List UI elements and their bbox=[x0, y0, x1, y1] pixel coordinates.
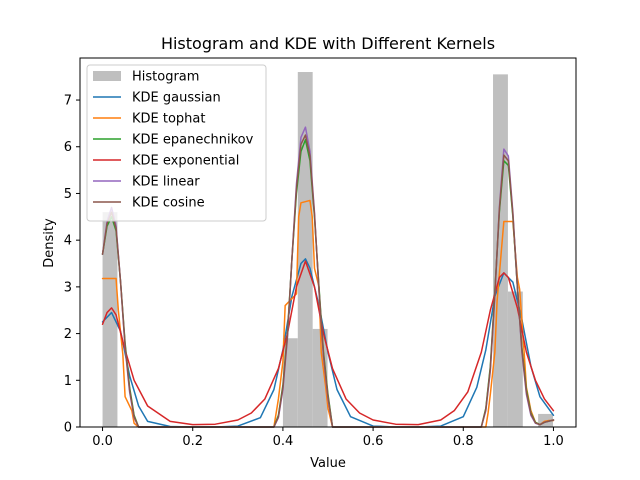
x-tick-label: 1.0 bbox=[543, 434, 564, 449]
x-tick-label: 0.0 bbox=[92, 434, 113, 449]
y-tick-label: 6 bbox=[64, 140, 72, 155]
chart-title: Histogram and KDE with Different Kernels bbox=[161, 34, 495, 53]
legend-label-linear: KDE linear bbox=[132, 175, 200, 190]
legend: Histogram KDE gaussian KDE tophat KDE epane… bbox=[86, 64, 267, 222]
histogram-bar-4 bbox=[493, 74, 508, 427]
legend-label-tophat: KDE tophat bbox=[132, 112, 206, 127]
legend-box bbox=[86, 64, 267, 222]
legend-label-cosine: KDE cosine bbox=[132, 196, 205, 211]
y-tick-label: 5 bbox=[64, 187, 72, 202]
histogram-bar-0 bbox=[102, 212, 118, 427]
x-tick-label: 0.4 bbox=[273, 434, 294, 449]
x-tick-label: 0.2 bbox=[182, 434, 203, 449]
y-tick-label: 7 bbox=[64, 94, 72, 109]
legend-swatch-histogram bbox=[93, 71, 121, 81]
y-tick-label: 2 bbox=[64, 327, 72, 342]
histogram-bar-2 bbox=[297, 72, 313, 427]
legend-label-exponential: KDE exponential bbox=[132, 154, 239, 169]
plot-area bbox=[101, 72, 555, 428]
legend-label-gaussian: KDE gaussian bbox=[132, 91, 221, 106]
legend-label-histogram: Histogram bbox=[132, 70, 199, 85]
kde-line-cosine bbox=[101, 134, 555, 428]
y-tick-label: 0 bbox=[64, 421, 72, 436]
legend-label-epanechnikov: KDE epanechnikov bbox=[132, 133, 254, 148]
x-axis: 0.0 0.2 0.4 0.6 0.8 1.0 bbox=[92, 427, 564, 449]
y-axis-label: Density bbox=[42, 218, 57, 268]
y-tick-label: 4 bbox=[64, 234, 72, 249]
y-axis: 0 1 2 3 4 5 6 7 bbox=[64, 94, 80, 436]
axes-frame bbox=[79, 57, 577, 428]
histogram-bar-1 bbox=[282, 338, 298, 427]
kde-line-tophat bbox=[101, 199, 555, 428]
y-tick-label: 1 bbox=[64, 374, 72, 389]
x-tick-label: 0.6 bbox=[363, 434, 384, 449]
x-axis-label: Value bbox=[310, 456, 346, 471]
histogram-bar-5 bbox=[507, 291, 523, 427]
x-tick-label: 0.8 bbox=[453, 434, 474, 449]
kde-line-exponential bbox=[101, 260, 555, 426]
y-tick-label: 3 bbox=[64, 280, 72, 295]
